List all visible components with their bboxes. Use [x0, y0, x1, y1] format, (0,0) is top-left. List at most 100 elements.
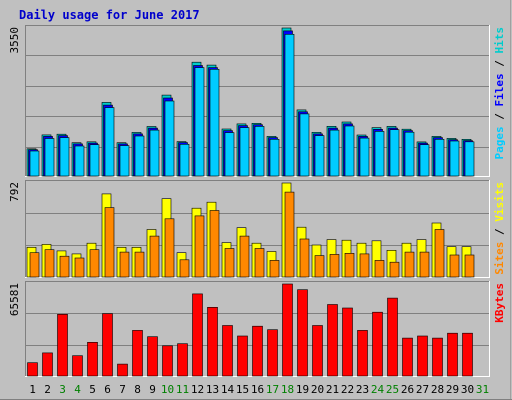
bar-sites-day-21	[329, 254, 340, 278]
x-tick-label-day-26: 26	[401, 383, 414, 396]
bar-pages-day-25	[389, 129, 400, 177]
bar-kbytes-day-27	[417, 335, 428, 377]
bar-pages-day-22	[344, 125, 355, 177]
legend-sites: Sites	[493, 242, 506, 275]
x-tick-label-day-19: 19	[296, 383, 309, 396]
bar-sites-day-28	[434, 229, 445, 278]
bar-pages-day-27	[419, 144, 430, 177]
bar-sites-day-22	[344, 253, 355, 278]
x-tick-label-day-17: 17	[266, 383, 279, 396]
bar-kbytes-day-15	[237, 335, 248, 377]
bar-pages-day-26	[404, 131, 415, 177]
bar-pages-day-7	[119, 145, 130, 177]
legend-/: /	[493, 107, 506, 127]
bar-kbytes-day-20	[312, 325, 323, 377]
bar-sites-day-16	[254, 248, 265, 278]
bar-pages-day-14	[224, 132, 235, 177]
bar-pages-day-13	[209, 69, 220, 177]
bar-kbytes-day-16	[252, 325, 263, 377]
bar-pages-day-28	[434, 139, 445, 177]
legend-/: /	[493, 222, 506, 242]
panel-hits-files-pages: 3550 Pages / Files / Hits	[8, 25, 506, 177]
y-max-label: 3550	[8, 27, 21, 54]
y-max-label: 792	[8, 182, 21, 202]
x-tick-label-day-31: 31	[476, 383, 489, 396]
bar-kbytes-day-25	[387, 297, 398, 377]
bar-pages-day-9	[149, 129, 160, 177]
bar-pages-day-21	[329, 129, 340, 177]
panel-kbytes: 65581 KBytes	[8, 281, 506, 377]
x-tick-label-day-23: 23	[356, 383, 369, 396]
bar-sites-day-11	[179, 259, 190, 278]
bar-kbytes-day-6	[102, 313, 113, 377]
x-tick-label-day-30: 30	[461, 383, 474, 396]
x-tick-label-day-20: 20	[311, 383, 324, 396]
bar-sites-day-15	[239, 235, 250, 278]
x-tick-label-day-2: 2	[44, 383, 51, 396]
bar-pages-day-3	[59, 137, 70, 177]
bar-pages-day-4	[74, 145, 85, 177]
x-tick-label-day-16: 16	[251, 383, 264, 396]
y-max-label: 65581	[8, 283, 21, 316]
bar-sites-day-13	[209, 210, 220, 278]
x-axis-day-labels: 1 2 3 4 5 6 7 8 9 10 11 12 13 14 15 16 17 18 19 20 21 22 23 24 2…	[29, 383, 489, 396]
x-tick-label-day-29: 29	[446, 383, 459, 396]
x-tick-label-day-10: 10	[161, 383, 174, 396]
legend-visits: Visits	[493, 182, 506, 222]
bar-pages-day-20	[314, 135, 325, 177]
bar-kbytes-day-13	[207, 306, 218, 377]
bar-sites-day-14	[224, 248, 235, 278]
bars-kbytes	[27, 283, 473, 377]
bar-pages-day-10	[164, 100, 175, 177]
bar-sites-day-24	[374, 260, 385, 278]
bar-sites-day-26	[404, 251, 415, 278]
bar-sites-day-23	[359, 253, 370, 278]
bar-pages-day-11	[179, 144, 190, 177]
bar-sites-day-1	[29, 252, 40, 278]
bar-pages-day-24	[374, 131, 385, 177]
bar-kbytes-day-4	[72, 355, 83, 377]
bar-pages-day-1	[29, 150, 40, 177]
x-tick-label-day-27: 27	[416, 383, 429, 396]
bar-kbytes-day-1	[27, 362, 38, 377]
bar-sites-day-9	[149, 235, 160, 278]
bar-kbytes-day-26	[402, 337, 413, 377]
bar-kbytes-day-8	[132, 330, 143, 377]
bar-sites-day-8	[134, 251, 145, 278]
bar-sites-day-2	[44, 249, 55, 278]
bar-kbytes-day-24	[372, 311, 383, 377]
bar-sites-day-3	[59, 255, 70, 278]
legend-/: /	[493, 54, 506, 74]
x-tick-label-day-6: 6	[104, 383, 111, 396]
bar-sites-day-25	[389, 261, 400, 278]
bar-sites-day-7	[119, 251, 130, 278]
bar-pages-day-15	[239, 127, 250, 177]
bar-kbytes-day-2	[42, 352, 53, 377]
legend-text: KBytes	[493, 283, 506, 323]
bar-kbytes-day-11	[177, 343, 188, 377]
bar-pages-day-29	[449, 140, 460, 177]
x-tick-label-day-18: 18	[281, 383, 294, 396]
bar-sites-day-12	[194, 215, 205, 278]
legend-pages: Pages	[493, 126, 506, 159]
bar-pages-day-2	[44, 138, 55, 177]
legend-kbytes: KBytes	[493, 283, 506, 323]
chart-title: Daily usage for June 2017	[19, 8, 200, 22]
chart-panels: 3550 Pages / Files / Hits 792 Sites / Visit…	[8, 25, 506, 377]
bar-pages-day-5	[89, 144, 100, 177]
bar-pages-day-17	[269, 139, 280, 177]
x-tick-label-day-5: 5	[89, 383, 96, 396]
bar-sites-day-17	[269, 260, 280, 278]
bar-kbytes-day-14	[222, 325, 233, 377]
bars-visits-sites	[26, 182, 475, 278]
x-tick-label-day-14: 14	[221, 383, 235, 396]
x-tick-label-day-21: 21	[326, 383, 339, 396]
bar-kbytes-day-29	[447, 332, 458, 377]
bar-kbytes-day-21	[327, 304, 338, 377]
bar-pages-day-16	[254, 126, 265, 177]
bar-sites-day-5	[89, 249, 100, 278]
x-tick-label-day-22: 22	[341, 383, 354, 396]
bar-kbytes-day-23	[357, 330, 368, 377]
bar-sites-day-10	[164, 218, 175, 278]
